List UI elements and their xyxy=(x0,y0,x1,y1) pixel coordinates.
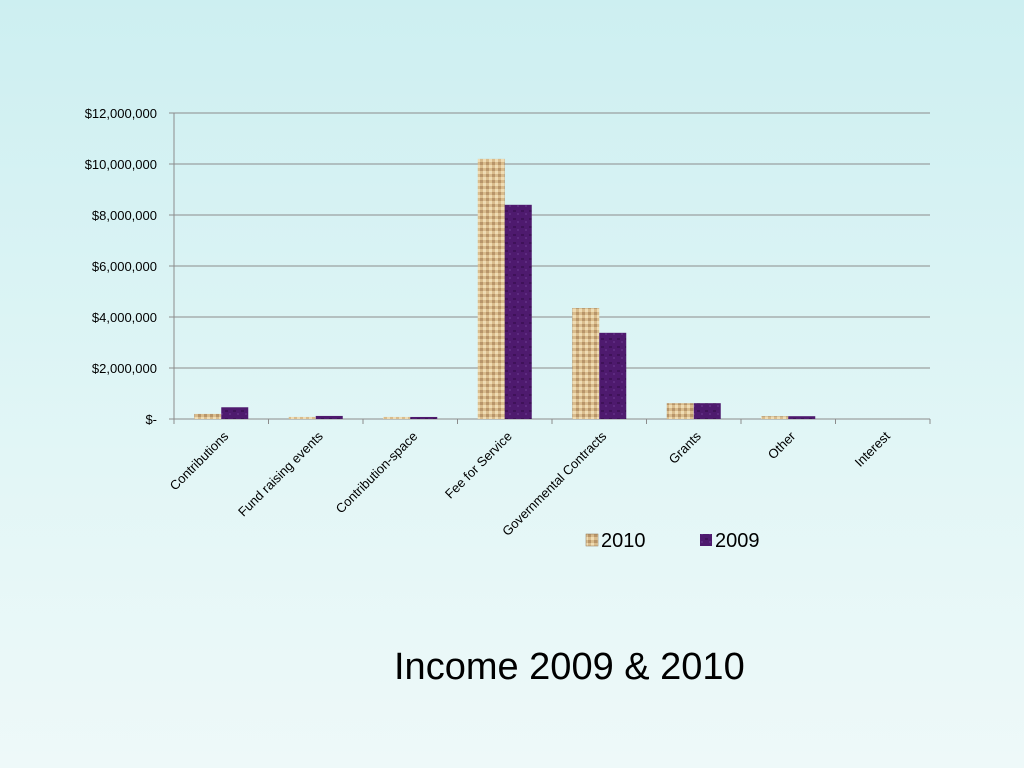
x-category-label: Contributions xyxy=(167,428,232,493)
bar-2009-fee-for-service xyxy=(504,204,532,419)
bar-2009-grants xyxy=(693,403,721,419)
legend-label-2010: 2010 xyxy=(601,530,646,552)
bar-2010-governmental-contracts xyxy=(572,308,600,419)
x-category-label: Interest xyxy=(852,428,894,470)
bar-2010-grants xyxy=(666,403,694,419)
bar-2009-other xyxy=(788,416,816,419)
y-tick-label: $2,000,000 xyxy=(92,361,157,376)
income-bar-chart: $- $2,000,000 $4,000,000 $6,000,000 $8,000,0… xyxy=(85,106,931,552)
bar-2009-contribution-space xyxy=(410,416,438,419)
bar-2010-other xyxy=(761,416,789,419)
x-category-label: Other xyxy=(765,428,799,462)
slide-title: Income 2009 & 2010 xyxy=(394,646,745,688)
bar-2009-contributions xyxy=(221,407,249,419)
x-category-label: Contribution-space xyxy=(333,429,421,517)
gridlines xyxy=(174,112,930,369)
y-tick-label: $6,000,000 xyxy=(92,259,157,274)
legend: 2010 2009 xyxy=(585,530,760,552)
y-tick-label: $- xyxy=(145,412,157,427)
bar-2010-contribution-space xyxy=(383,416,411,419)
x-category-label: Grants xyxy=(666,428,705,467)
legend-swatch-2010 xyxy=(585,533,599,547)
y-tick-label: $8,000,000 xyxy=(92,208,157,223)
y-tick-label: $4,000,000 xyxy=(92,310,157,325)
y-tick-label: $12,000,000 xyxy=(85,106,157,121)
bars xyxy=(194,158,816,419)
bar-2009-fund-raising-events xyxy=(315,415,343,419)
y-tick-label: $10,000,000 xyxy=(85,157,157,172)
legend-label-2009: 2009 xyxy=(715,530,760,552)
axes xyxy=(169,112,931,424)
x-category-label: Fee for Service xyxy=(442,429,515,502)
bar-2010-fund-raising-events xyxy=(288,416,316,419)
legend-swatch-2009 xyxy=(700,534,712,546)
x-category-label: Fund raising events xyxy=(235,428,326,519)
bar-2010-fee-for-service xyxy=(477,158,505,419)
bar-2009-governmental-contracts xyxy=(599,332,627,419)
x-category-label: Governmental Contracts xyxy=(499,428,610,539)
bar-2010-contributions xyxy=(194,413,222,419)
